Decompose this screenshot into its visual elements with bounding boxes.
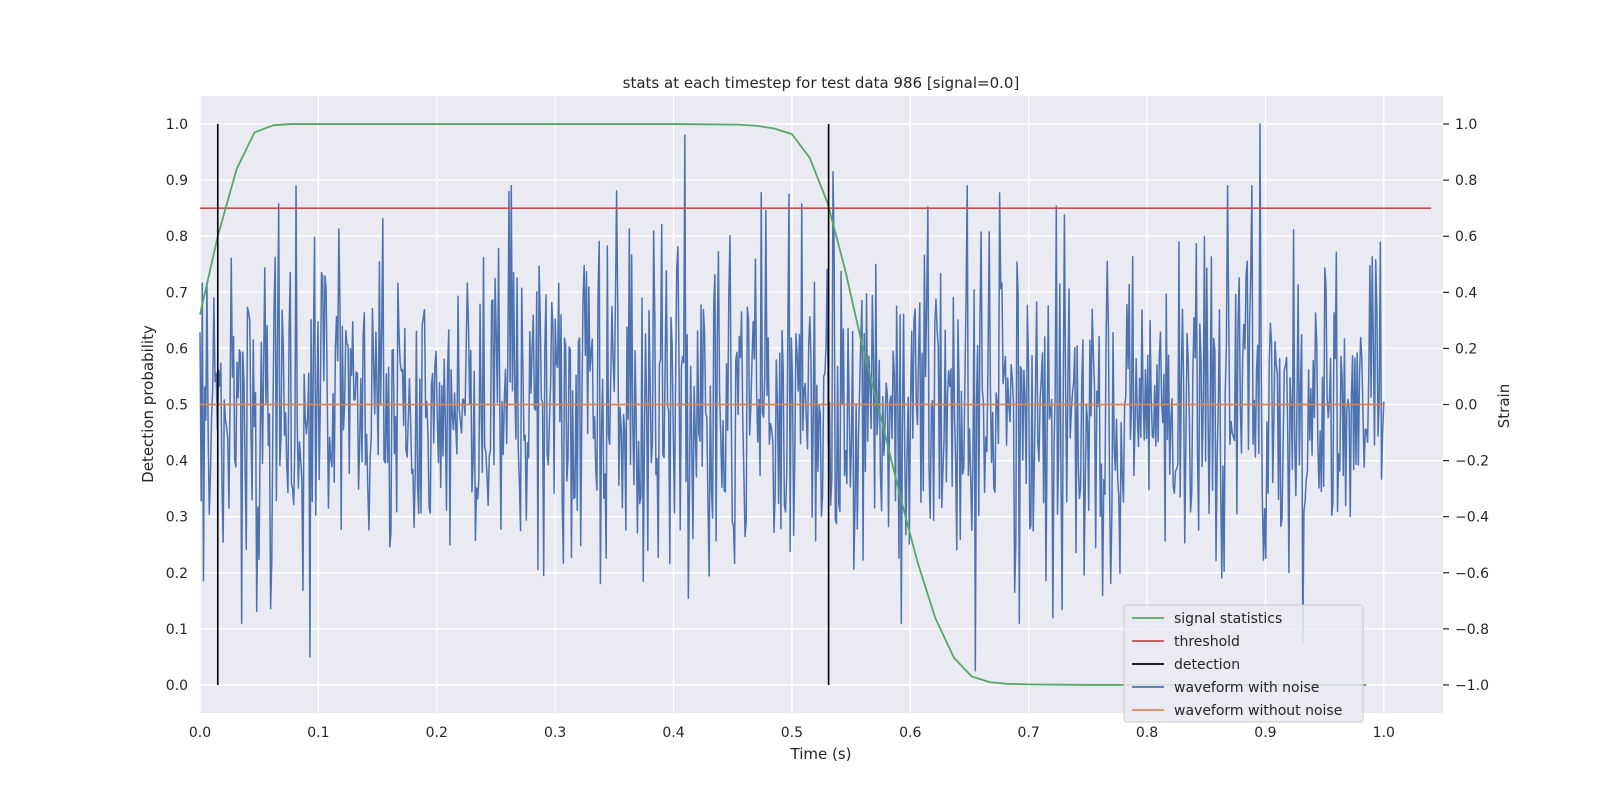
x-axis-label: Time (s) bbox=[790, 745, 852, 763]
ticks: 0.0 0.1 0.2 0.3 0.4 0.5 0.6 0.7 0.8 0.9 1.0 0.0 0.1 0… bbox=[166, 117, 1489, 741]
x-tick-label: 0.7 bbox=[1018, 725, 1040, 741]
y2-axis-label: Strain bbox=[1495, 384, 1513, 428]
y-tick-label: 0.3 bbox=[166, 510, 188, 526]
legend-box bbox=[1123, 604, 1364, 723]
legend-label: detection bbox=[1174, 657, 1240, 673]
y2-tick-label: 0.4 bbox=[1455, 285, 1477, 301]
y-tick-label: 0.0 bbox=[166, 678, 188, 694]
y-axis-label: Detection probability bbox=[139, 325, 157, 483]
legend-label: waveform with noise bbox=[1174, 680, 1319, 696]
series-layer bbox=[199, 123, 1432, 686]
y-tick-label: 0.2 bbox=[166, 566, 188, 582]
y-tick-label: 0.8 bbox=[166, 229, 188, 245]
chart-title: stats at each timestep for test data 986… bbox=[623, 74, 1020, 92]
y2-tick-label: 0.8 bbox=[1455, 173, 1477, 189]
y2-tick-label: −1.0 bbox=[1455, 678, 1489, 694]
x-tick-label: 0.3 bbox=[544, 725, 566, 741]
x-tick-label: 1.0 bbox=[1373, 725, 1395, 741]
legend-label: signal statistics bbox=[1174, 611, 1282, 627]
series-line-waveform-with-noise bbox=[199, 123, 1385, 672]
x-tick-label: 0.4 bbox=[662, 725, 684, 741]
y2-tick-label: 1.0 bbox=[1455, 117, 1477, 133]
y2-tick-label: −0.8 bbox=[1455, 622, 1489, 638]
y-tick-label: 0.4 bbox=[166, 454, 188, 470]
x-tick-label: 0.6 bbox=[899, 725, 921, 741]
x-tick-label: 0.2 bbox=[426, 725, 448, 741]
y-tick-label: 0.1 bbox=[166, 622, 188, 638]
x-tick-label: 0.0 bbox=[189, 725, 211, 741]
x-tick-label: 0.1 bbox=[307, 725, 329, 741]
x-tick-label: 0.5 bbox=[781, 725, 803, 741]
y2-tick-label: −0.4 bbox=[1455, 510, 1489, 526]
legend-label: waveform without noise bbox=[1174, 703, 1342, 719]
y2-tick-label: 0.6 bbox=[1455, 229, 1477, 245]
y2-tick-label: 0.0 bbox=[1455, 398, 1477, 414]
y-tick-label: 0.6 bbox=[166, 341, 188, 357]
y2-tick-label: 0.2 bbox=[1455, 341, 1477, 357]
y2-tick-label: −0.6 bbox=[1455, 566, 1489, 582]
y-tick-label: 0.5 bbox=[166, 398, 188, 414]
legend-label: threshold bbox=[1174, 634, 1240, 650]
legend: signal statistics threshold detection wavef… bbox=[1123, 604, 1364, 723]
x-tick-label: 0.9 bbox=[1254, 725, 1276, 741]
x-tick-label: 0.8 bbox=[1136, 725, 1158, 741]
series-line-signal-statistics bbox=[199, 123, 1367, 686]
y-tick-label: 0.7 bbox=[166, 285, 188, 301]
y-tick-label: 1.0 bbox=[166, 117, 188, 133]
y-tick-label: 0.9 bbox=[166, 173, 188, 189]
y2-tick-label: −0.2 bbox=[1455, 454, 1489, 470]
